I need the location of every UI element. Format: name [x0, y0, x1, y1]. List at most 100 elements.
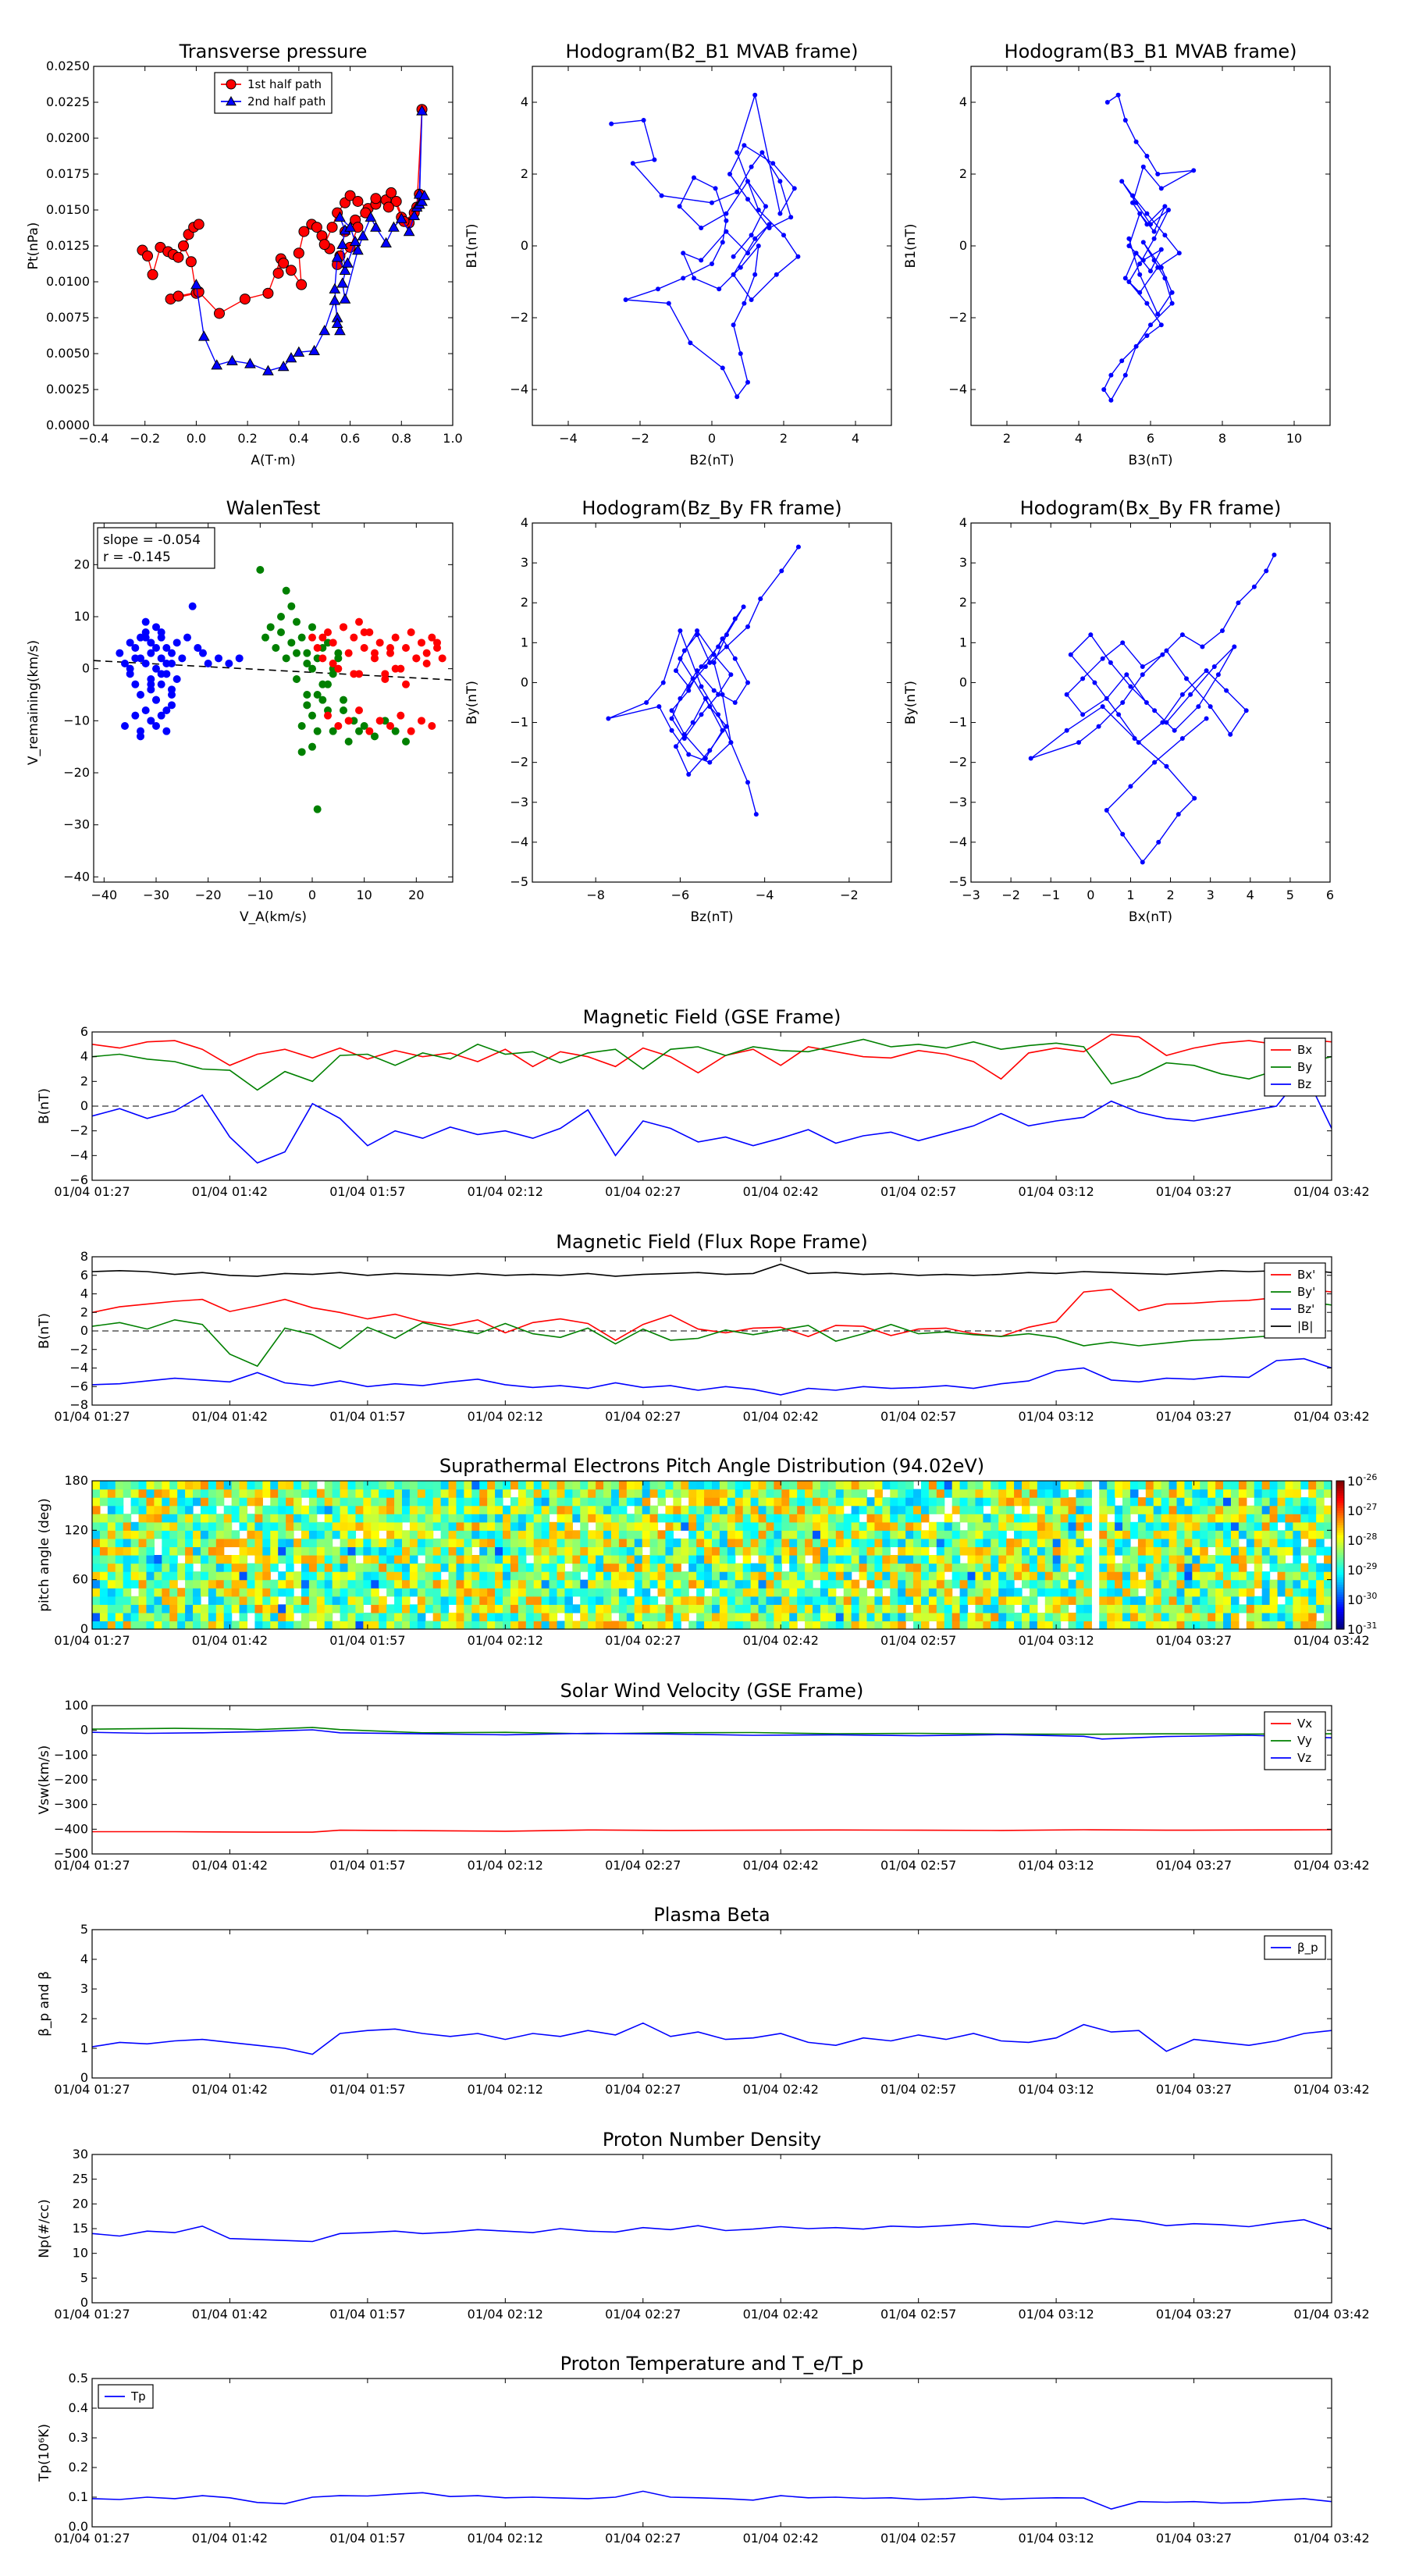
heatmap-cell: [1215, 1530, 1224, 1539]
data-point: [308, 711, 316, 720]
heatmap-cell: [1215, 1571, 1224, 1581]
heatmap-cell: [580, 1579, 589, 1589]
heatmap-cell: [92, 1612, 101, 1622]
heatmap-cell: [247, 1489, 256, 1498]
heatmap-cell: [185, 1505, 194, 1514]
heatmap-cell: [193, 1538, 201, 1548]
heatmap-cell: [1145, 1530, 1154, 1539]
heatmap-cell: [533, 1555, 542, 1564]
heatmap-cell: [657, 1530, 667, 1539]
heatmap-cell: [1208, 1563, 1216, 1572]
heatmap-cell: [138, 1571, 148, 1581]
heatmap-cell: [712, 1497, 720, 1507]
heatmap-cell: [572, 1571, 581, 1581]
heatmap-cell: [440, 1596, 450, 1605]
heatmap-cell: [1083, 1521, 1092, 1531]
heatmap-cell: [409, 1588, 418, 1597]
heatmap-cell: [603, 1538, 612, 1548]
heatmap-cell: [688, 1546, 697, 1556]
heatmap-cell: [1223, 1530, 1232, 1539]
heatmap-cell: [278, 1555, 286, 1564]
heatmap-cell: [1184, 1596, 1193, 1605]
heatmap-cell: [742, 1596, 752, 1605]
heatmap-cell: [456, 1621, 464, 1629]
heatmap-cell: [254, 1497, 263, 1507]
heatmap-cell: [1223, 1596, 1232, 1605]
heatmap-cell: [1029, 1621, 1038, 1629]
heatmap-cell: [1029, 1521, 1038, 1531]
heatmap-cell: [890, 1521, 898, 1531]
heatmap-cell: [1107, 1530, 1115, 1539]
heatmap-cell: [1076, 1588, 1084, 1597]
heatmap-cell: [766, 1588, 774, 1597]
heatmap-cell: [262, 1555, 271, 1564]
heatmap-cell: [766, 1579, 774, 1589]
heatmap-cell: [673, 1604, 681, 1614]
heatmap-cell: [541, 1571, 550, 1581]
heatmap-cell: [1129, 1489, 1139, 1498]
x-tick-label: 01/04 03:12: [1018, 2531, 1094, 2546]
data-point: [695, 632, 700, 638]
heatmap-cell: [866, 1497, 876, 1507]
data-point: [745, 680, 750, 685]
heatmap-cell: [146, 1571, 155, 1581]
data-point: [669, 708, 674, 713]
heatmap-cell: [866, 1604, 876, 1614]
heatmap-cell: [425, 1546, 434, 1556]
heatmap-cell: [130, 1546, 140, 1556]
heatmap-cell: [456, 1497, 464, 1507]
heatmap-cell: [495, 1563, 503, 1572]
heatmap-cell: [115, 1588, 124, 1597]
heatmap-cell: [580, 1530, 589, 1539]
heatmap-cell: [657, 1571, 667, 1581]
data-point: [402, 738, 410, 745]
heatmap-cell: [813, 1497, 821, 1507]
heatmap-cell: [564, 1505, 573, 1514]
heatmap-cell: [642, 1604, 651, 1614]
heatmap-cell: [262, 1621, 271, 1629]
heatmap-cell: [905, 1538, 914, 1548]
heatmap-cell: [975, 1481, 984, 1490]
heatmap-cell: [805, 1621, 813, 1629]
heatmap-cell: [1230, 1621, 1240, 1629]
heatmap-cell: [223, 1489, 233, 1498]
heatmap-cell: [440, 1621, 450, 1629]
data-point: [711, 688, 717, 693]
heatmap-cell: [1022, 1521, 1030, 1531]
heatmap-cell: [1014, 1489, 1023, 1498]
heatmap-cell: [525, 1563, 535, 1572]
heatmap-cell: [634, 1514, 643, 1523]
heatmap-cell: [944, 1579, 953, 1589]
heatmap-cell: [1200, 1579, 1208, 1589]
heatmap-cell: [696, 1555, 705, 1564]
heatmap-cell: [1122, 1538, 1131, 1548]
data-point: [1152, 708, 1158, 713]
y-axis-label: pitch angle (deg): [37, 1498, 52, 1612]
data-point: [226, 354, 238, 365]
heatmap-cell: [712, 1604, 720, 1614]
heatmap-cell: [123, 1530, 132, 1539]
heatmap-cell: [610, 1546, 620, 1556]
heatmap-cell: [1161, 1621, 1170, 1629]
heatmap-cell: [541, 1481, 550, 1490]
heatmap-cell: [371, 1571, 379, 1581]
y-tick-label: 0: [80, 2070, 88, 2085]
data-point: [303, 649, 311, 657]
heatmap-cell: [1076, 1604, 1084, 1614]
heatmap-cell: [673, 1481, 681, 1490]
heatmap-cell: [1285, 1579, 1293, 1589]
data-point: [707, 748, 713, 753]
heatmap-cell: [704, 1497, 713, 1507]
heatmap-cell: [278, 1530, 286, 1539]
heatmap-cell: [742, 1555, 752, 1564]
heatmap-cell: [1277, 1604, 1286, 1614]
heatmap-cell: [324, 1555, 333, 1564]
heatmap-cell: [618, 1612, 628, 1622]
x-tick-label: 10: [1286, 431, 1302, 446]
heatmap-cell: [1137, 1521, 1147, 1531]
heatmap-cell: [1254, 1521, 1263, 1531]
heatmap-cell: [1261, 1497, 1271, 1507]
heatmap-cell: [1037, 1563, 1046, 1572]
heatmap-cell: [193, 1621, 201, 1629]
heatmap-cell: [417, 1489, 426, 1498]
